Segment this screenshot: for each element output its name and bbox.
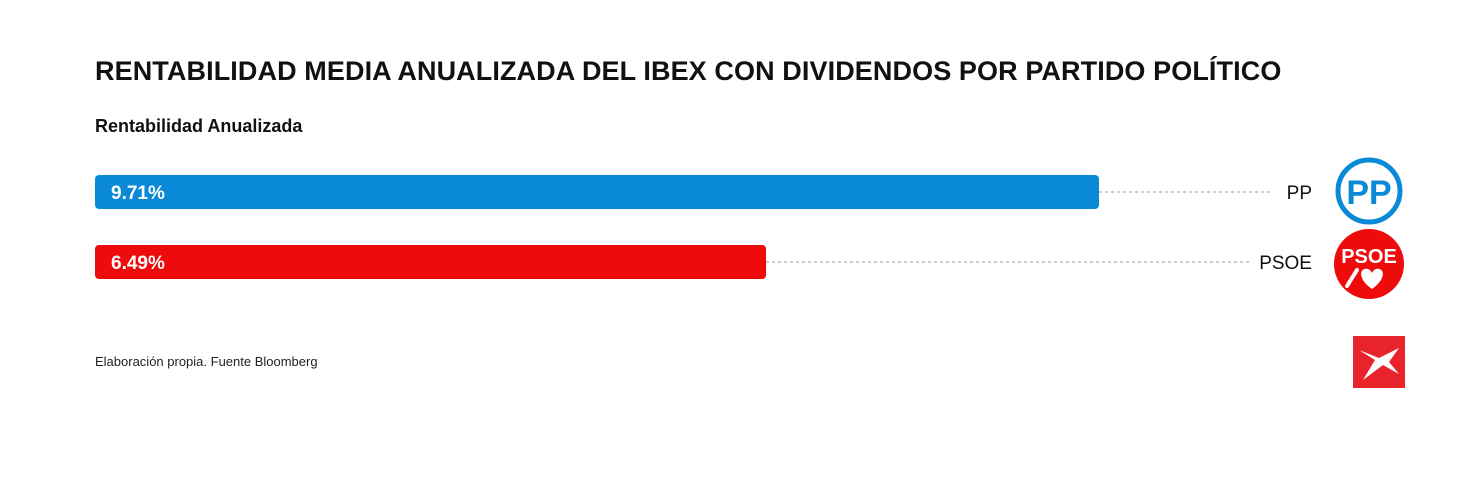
bar-psoe bbox=[95, 245, 767, 279]
chart-subtitle: Rentabilidad Anualizada bbox=[95, 116, 303, 136]
category-label: PP bbox=[1287, 183, 1312, 204]
psoe-party-logo-icon: PSOE bbox=[1334, 229, 1404, 299]
chart-title: RENTABILIDAD MEDIA ANUALIZADA DEL IBEX C… bbox=[95, 56, 1282, 86]
psoe-logo-slash bbox=[1345, 268, 1359, 288]
bar-value-label: 6.49% bbox=[111, 253, 165, 274]
bar-value-label: 9.71% bbox=[111, 183, 165, 204]
heart-icon bbox=[1361, 268, 1383, 289]
publisher-logo-icon bbox=[1353, 336, 1405, 388]
category-label: PSOE bbox=[1259, 253, 1312, 274]
psoe-logo-text: PSOE bbox=[1341, 246, 1397, 268]
bar-pp bbox=[95, 175, 1099, 209]
source-note: Elaboración propia. Fuente Bloomberg bbox=[95, 354, 318, 369]
pp-party-logo-icon: PP bbox=[1335, 157, 1403, 225]
pp-logo-text: PP bbox=[1346, 174, 1391, 212]
